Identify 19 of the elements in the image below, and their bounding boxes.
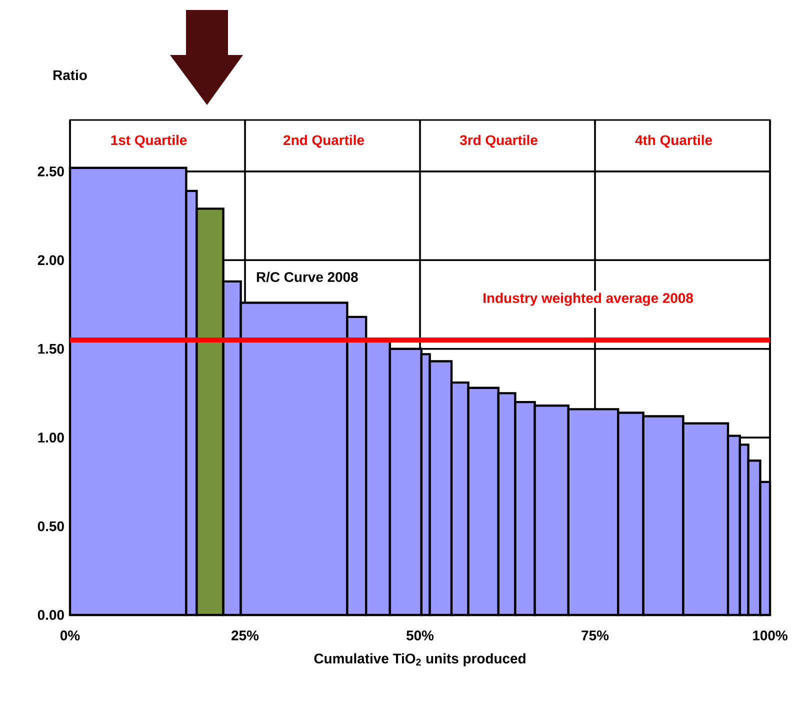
ref-line-label: Industry weighted average 2008 xyxy=(484,292,693,306)
annotation: R/C Curve 2008 xyxy=(256,272,358,282)
x-tick-label: 25% xyxy=(232,630,259,640)
y-axis-title: Ratio xyxy=(54,70,87,80)
y-tick-label: 0.50 xyxy=(38,521,64,532)
y-tick-label: 2.00 xyxy=(38,255,64,266)
y-tick-label: 1.50 xyxy=(38,344,64,354)
annotation: 2nd Quartile xyxy=(284,134,364,148)
x-tick-label: 0% xyxy=(60,630,80,640)
x-tick-label: 75% xyxy=(582,630,609,640)
annotation: 1st Quartile xyxy=(111,134,187,148)
annotation: 4th Quartile xyxy=(635,134,712,148)
y-tick-label: 2.50 xyxy=(38,166,64,176)
x-tick-label: 100% xyxy=(753,630,788,640)
y-tick-label: 1.00 xyxy=(38,432,64,443)
x-axis-title: Cumulative TiO$_{2}$ units produced xyxy=(314,653,526,666)
annotation: 3rd Quartile xyxy=(460,134,538,148)
y-tick-label: 0.00 xyxy=(38,610,64,620)
x-tick-label: 50% xyxy=(406,630,434,640)
